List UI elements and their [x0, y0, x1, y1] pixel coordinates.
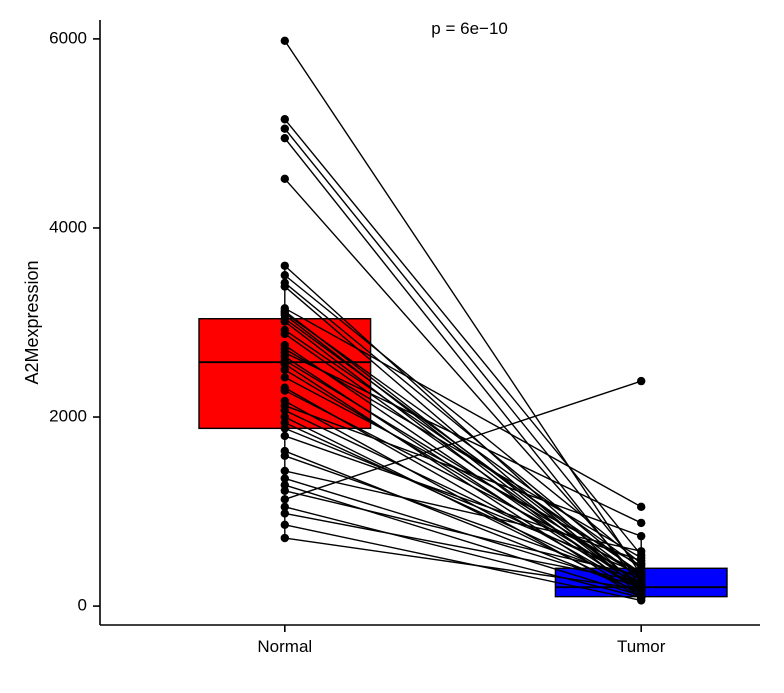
data-point — [281, 134, 289, 142]
chart-container: 0 2000 4000 6000 Normal Tumor A2Mexpression p =… — [0, 0, 784, 693]
data-point — [281, 37, 289, 45]
data-point — [637, 377, 645, 385]
data-point — [281, 424, 289, 432]
p-value-annotation: p = 6e−10 — [431, 19, 508, 38]
x-tick-label: Tumor — [617, 637, 666, 656]
data-point — [637, 577, 645, 585]
paired-boxplot-chart: 0 2000 4000 6000 Normal Tumor A2Mexpression p =… — [0, 0, 784, 693]
y-tick-label: 4000 — [49, 217, 87, 236]
data-point — [281, 386, 289, 394]
data-point — [281, 317, 289, 325]
data-point — [281, 373, 289, 381]
data-point — [281, 175, 289, 183]
data-point — [637, 519, 645, 527]
data-point — [281, 452, 289, 460]
data-point — [281, 487, 289, 495]
data-point — [637, 532, 645, 540]
data-point — [281, 509, 289, 517]
y-axis-label: A2Mexpression — [22, 260, 42, 384]
y-tick-label: 0 — [78, 596, 87, 615]
data-point — [637, 596, 645, 604]
data-point — [281, 495, 289, 503]
data-point — [281, 125, 289, 133]
data-point — [637, 503, 645, 511]
data-point — [637, 557, 645, 565]
data-point — [281, 262, 289, 270]
data-point — [281, 467, 289, 475]
data-point — [637, 547, 645, 555]
data-point — [281, 330, 289, 338]
data-point — [637, 585, 645, 593]
data-point — [281, 521, 289, 529]
y-tick-label: 6000 — [49, 28, 87, 47]
data-point — [281, 534, 289, 542]
x-tick-label: Normal — [257, 637, 312, 656]
data-point — [281, 271, 289, 279]
data-point — [281, 282, 289, 290]
data-point — [281, 366, 289, 374]
data-point — [281, 115, 289, 123]
y-tick-label: 2000 — [49, 407, 87, 426]
data-point — [281, 432, 289, 440]
